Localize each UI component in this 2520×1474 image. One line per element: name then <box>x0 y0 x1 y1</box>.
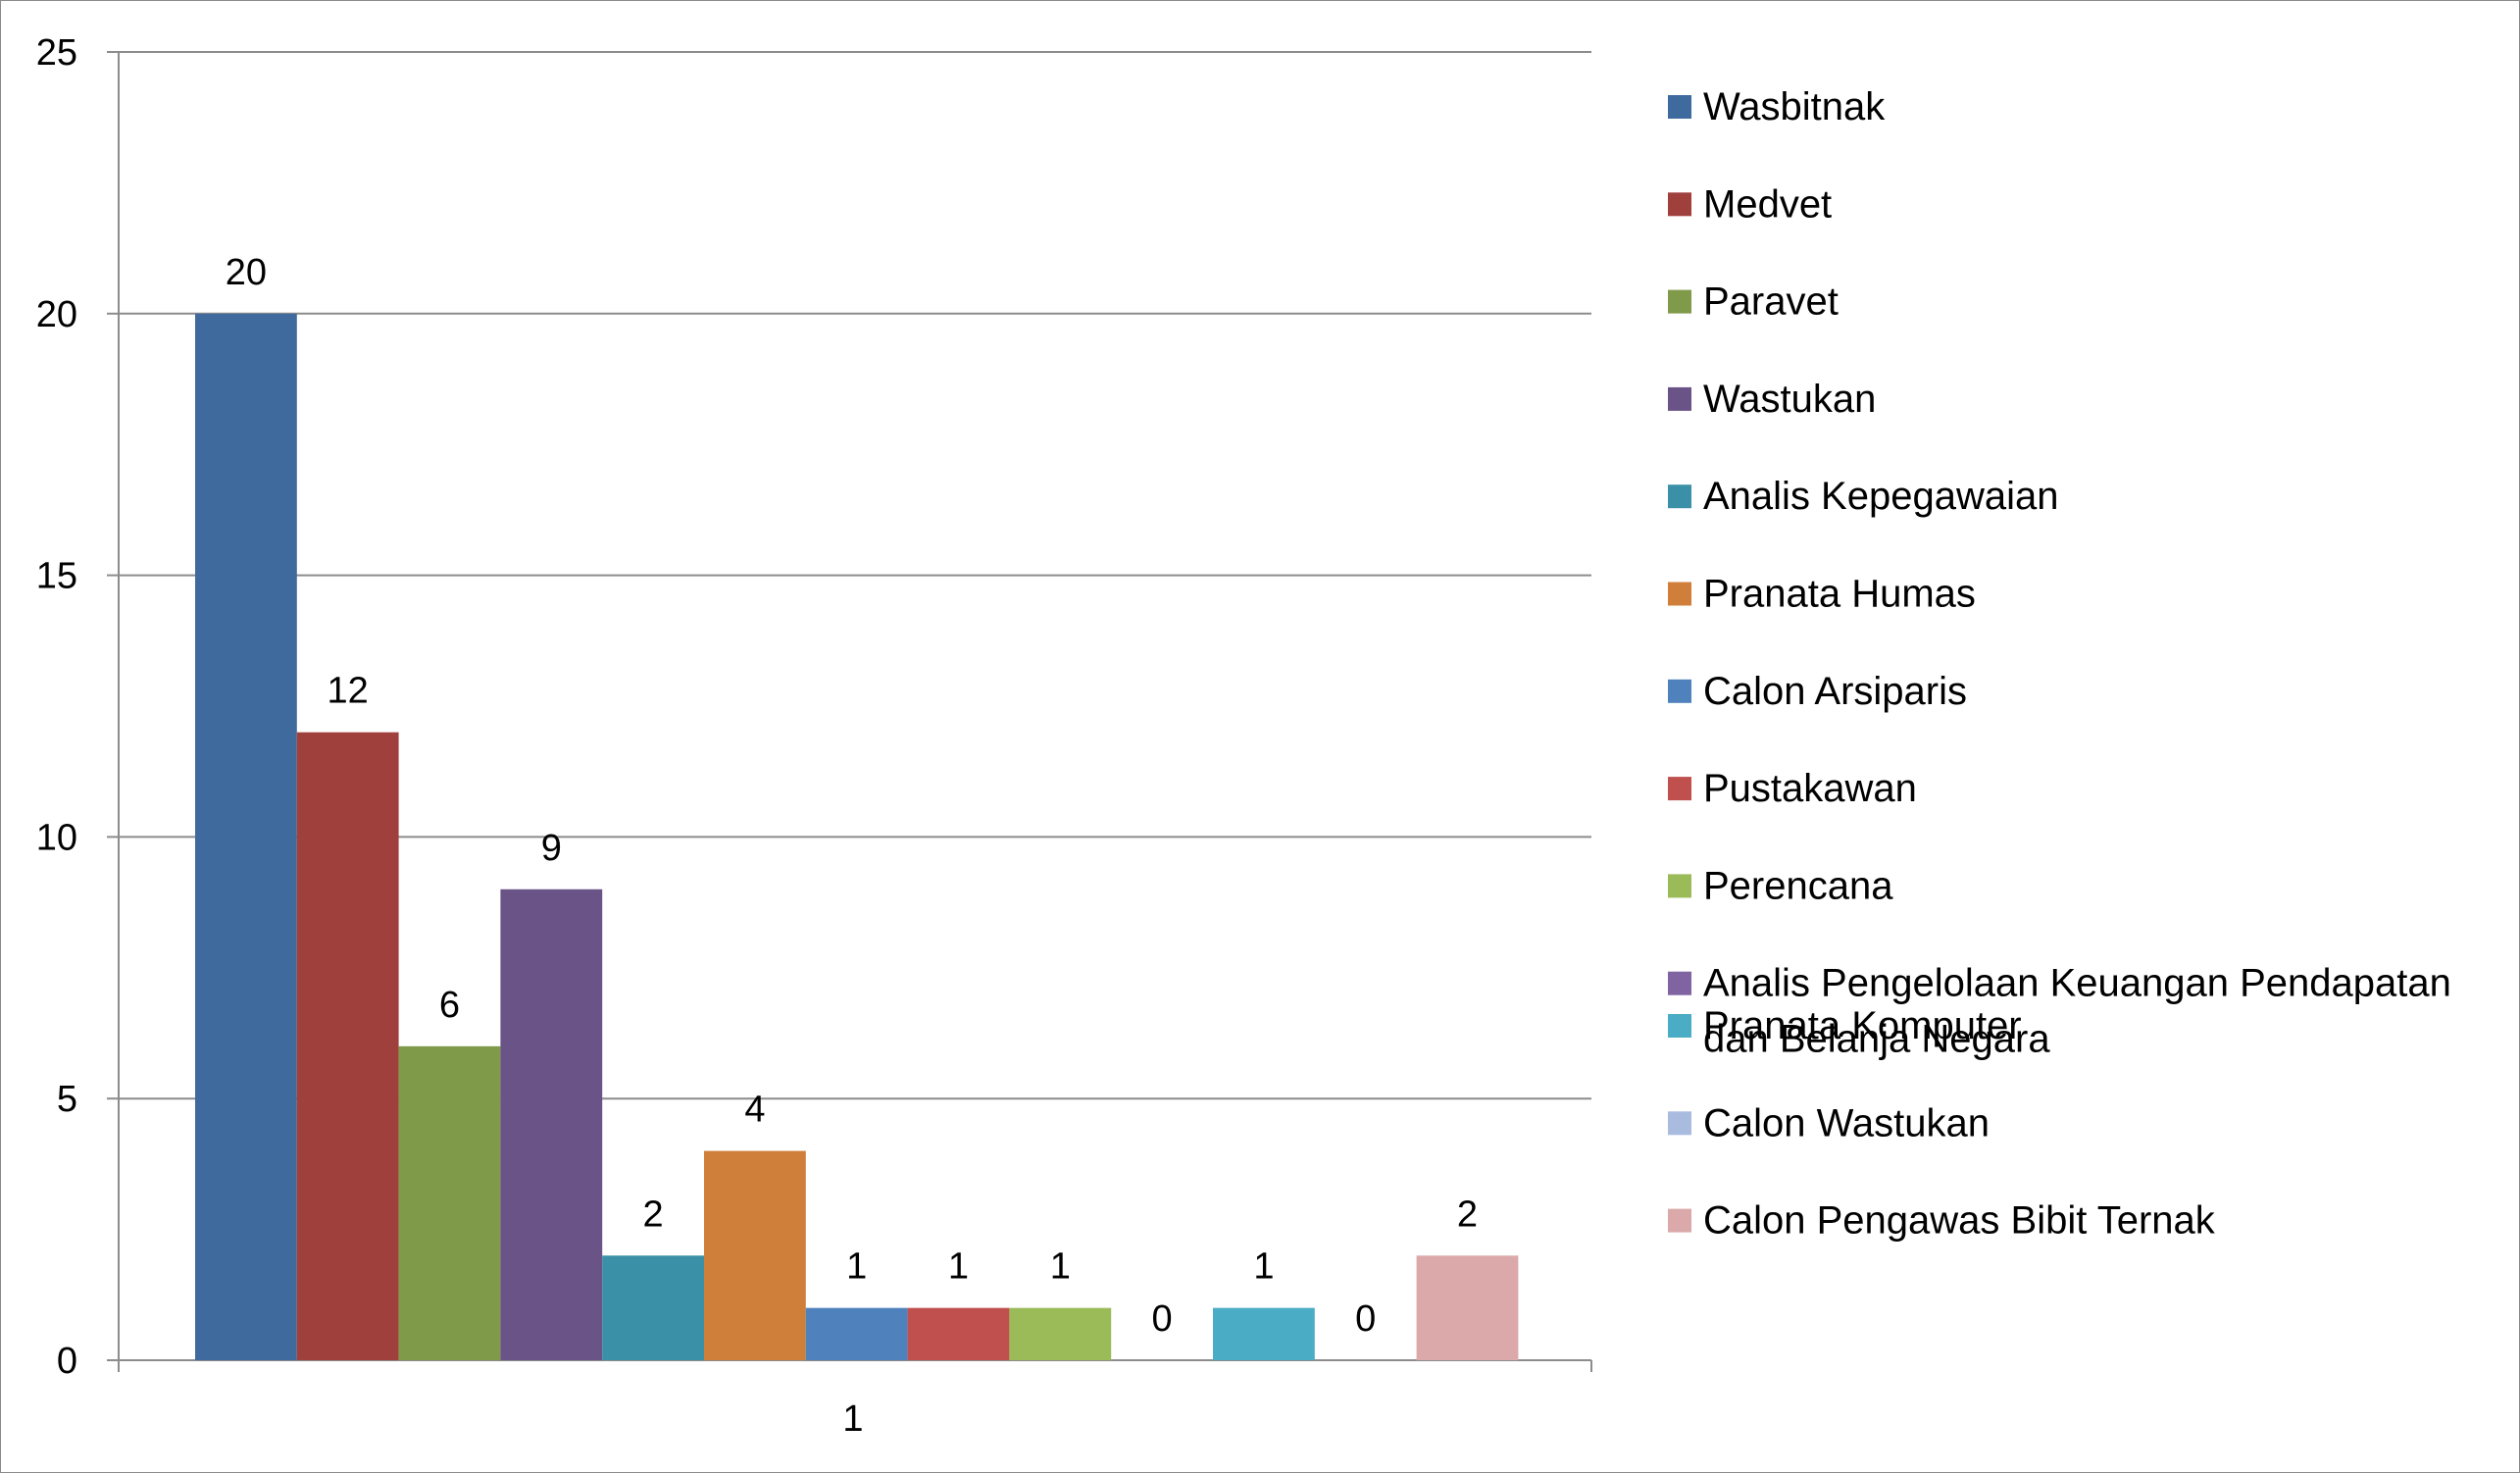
bar <box>500 889 603 1360</box>
data-label: 9 <box>541 828 562 869</box>
data-label: 0 <box>1152 1298 1173 1340</box>
bar <box>296 732 399 1360</box>
data-label: 6 <box>439 985 460 1026</box>
legend-label: Calon Arsiparis <box>1703 670 1967 713</box>
legend-swatch <box>1668 777 1691 801</box>
data-labels: 20 12 6 9 2 4 1 1 1 0 1 0 2 <box>226 252 1478 1340</box>
data-label: 12 <box>328 671 369 712</box>
legend-label: Analis Kepegawaian <box>1703 475 2058 518</box>
bar <box>1416 1255 1519 1360</box>
bar <box>704 1150 806 1360</box>
bar <box>1009 1307 1112 1360</box>
legend-swatch <box>1668 1208 1691 1233</box>
legend-swatch <box>1668 289 1691 314</box>
bar <box>1213 1307 1315 1360</box>
legend-label: Pranata Komputer <box>1703 1004 2022 1047</box>
data-label: 1 <box>1050 1246 1071 1288</box>
legend-swatch <box>1668 386 1691 411</box>
data-label: 20 <box>226 252 267 293</box>
data-label: 1 <box>948 1246 969 1288</box>
y-tick-label: 15 <box>36 556 77 597</box>
bar <box>907 1307 1010 1360</box>
legend-swatch <box>1668 484 1691 509</box>
legend-label: Medvet <box>1703 182 1832 226</box>
legend-label: Calon Wastukan <box>1703 1101 1990 1144</box>
bar <box>398 1045 501 1360</box>
y-tick-label: 25 <box>36 32 77 74</box>
legend-swatch <box>1668 582 1691 606</box>
y-tick-label: 0 <box>57 1341 77 1382</box>
bar <box>805 1307 908 1360</box>
bar <box>195 313 297 1360</box>
y-tick-label: 10 <box>36 817 77 858</box>
bars <box>195 313 1519 1360</box>
legend-swatch <box>1668 874 1691 898</box>
legend-swatch <box>1668 679 1691 703</box>
legend-label: Pustakawan <box>1703 767 1917 810</box>
data-label: 1 <box>1253 1246 1274 1288</box>
legend-swatch <box>1668 971 1691 995</box>
bar <box>602 1255 704 1360</box>
legend-swatch <box>1668 1014 1691 1038</box>
legend-label: Calon Pengawas Bibit Ternak <box>1703 1199 2216 1243</box>
legend-label: Pranata Humas <box>1703 573 1976 616</box>
legend-label: Paravet <box>1703 280 1839 324</box>
legend-label: Perencana <box>1703 864 1893 907</box>
x-tick-label: 1 <box>842 1398 863 1440</box>
legend: Wasbitnak Medvet Paravet Wastukan Analis Kep… <box>1668 85 2451 1243</box>
legend-swatch <box>1668 1111 1691 1136</box>
data-label: 0 <box>1355 1298 1376 1340</box>
data-label: 2 <box>1457 1194 1478 1235</box>
data-label: 4 <box>744 1090 765 1131</box>
y-tick-label: 20 <box>36 294 77 335</box>
legend-label: Wastukan <box>1703 378 1876 421</box>
data-label: 1 <box>846 1246 867 1288</box>
legend-swatch <box>1668 192 1691 217</box>
legend-label: Wasbitnak <box>1703 85 1886 128</box>
legend-swatch <box>1668 95 1691 119</box>
data-label: 2 <box>643 1194 664 1235</box>
y-tick-label: 5 <box>57 1079 77 1120</box>
legend-label: Analis Pengelolaan Keuangan Pendapatan da… <box>1703 962 2451 1061</box>
